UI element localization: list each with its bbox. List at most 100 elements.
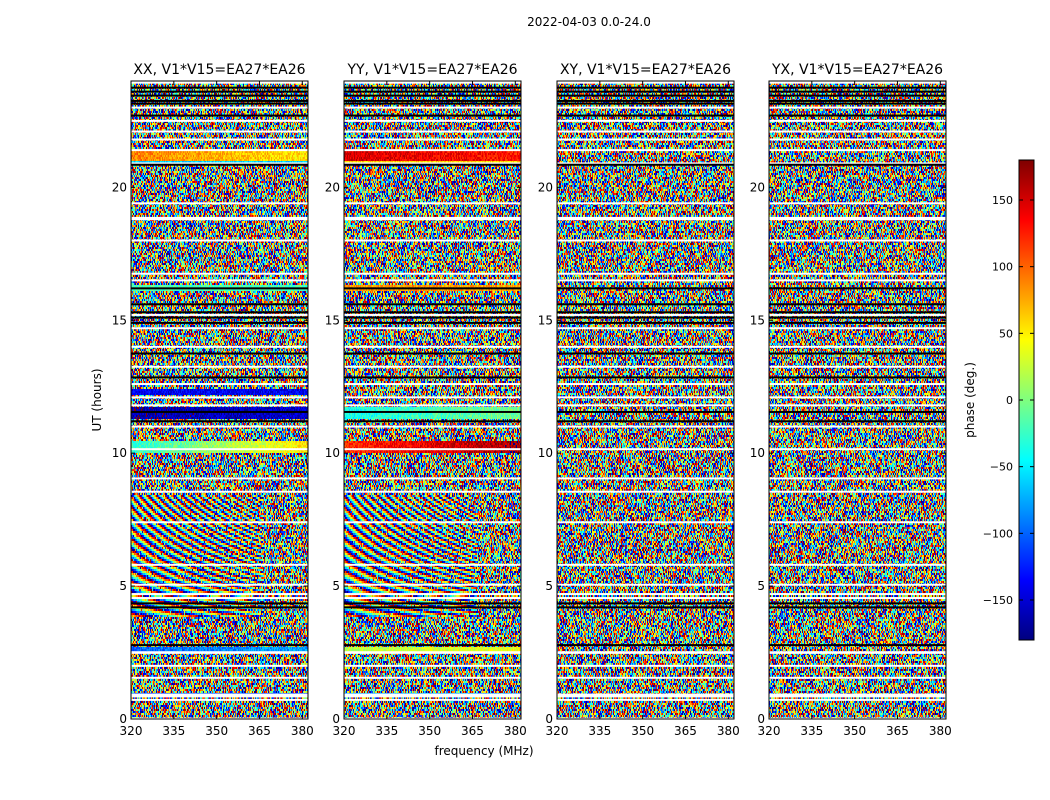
x-tick-label: 350 xyxy=(418,724,441,738)
flag-row-white xyxy=(557,239,734,242)
flagged-gap xyxy=(557,717,734,719)
flag-row-black xyxy=(131,420,308,423)
flag-row-black xyxy=(557,311,734,314)
flagged-gap xyxy=(769,717,946,719)
flag-row-white xyxy=(557,149,734,152)
flag-row-white xyxy=(344,327,521,330)
flag-row-white xyxy=(769,279,946,282)
flag-row-white xyxy=(131,218,308,221)
flag-row-white xyxy=(344,383,521,386)
flag-row-black xyxy=(769,90,946,93)
figure-suptitle: 2022-04-03 0.0-24.0 xyxy=(527,15,651,29)
flag-row-white xyxy=(557,404,734,407)
flag-row-white xyxy=(557,583,734,586)
flag-row-white xyxy=(557,448,734,451)
flag-row-white xyxy=(769,490,946,493)
flag-row-white xyxy=(344,239,521,242)
flag-row-black xyxy=(769,86,946,89)
panel-title: YX, V1*V15=EA27*EA26 xyxy=(771,62,943,78)
flag-row-black xyxy=(769,602,946,605)
flag-row-black xyxy=(344,602,521,605)
flag-row-black xyxy=(557,352,734,355)
flag-row-black xyxy=(769,311,946,314)
flag-row-black xyxy=(557,644,734,647)
flag-row-black xyxy=(344,321,521,324)
y-tick-label: 10 xyxy=(750,446,765,460)
flag-row-white xyxy=(131,563,308,566)
flag-row-white xyxy=(769,162,946,165)
x-tick-label: 320 xyxy=(120,724,143,738)
flag-row-black xyxy=(131,114,308,117)
flag-row-white xyxy=(769,693,946,696)
flag-row-white xyxy=(131,521,308,524)
flag-row-black xyxy=(131,644,308,647)
flag-row-white xyxy=(557,396,734,399)
flag-row-white xyxy=(769,345,946,348)
y-tick-label: 10 xyxy=(538,446,553,460)
flag-row-white xyxy=(344,477,521,480)
x-tick-label: 350 xyxy=(631,724,654,738)
flagged-gap xyxy=(557,651,734,654)
flag-row-black xyxy=(769,114,946,117)
flag-row-black xyxy=(769,644,946,647)
flag-row-white xyxy=(769,593,946,596)
y-tick-label: 15 xyxy=(750,313,765,327)
panel-frame xyxy=(343,80,522,720)
flag-row-white xyxy=(557,279,734,282)
flag-row-white xyxy=(769,563,946,566)
flag-row-black xyxy=(131,316,308,319)
y-tick-label: 20 xyxy=(325,180,340,194)
flag-row-black xyxy=(131,99,308,102)
flag-row-white xyxy=(344,138,521,141)
flag-row-black xyxy=(557,114,734,117)
flag-row-white xyxy=(769,106,946,109)
flag-row-white xyxy=(557,162,734,165)
y-tick-label: 15 xyxy=(538,313,553,327)
flag-row-white xyxy=(769,365,946,368)
flag-row-white xyxy=(557,425,734,428)
flag-row-black xyxy=(131,376,308,379)
x-axis-label: frequency (MHz) xyxy=(434,744,533,758)
flagged-gap xyxy=(131,651,308,654)
y-tick-label: 5 xyxy=(119,579,127,593)
x-tick-label: 380 xyxy=(929,724,952,738)
flag-row-white xyxy=(344,521,521,524)
flag-row-white xyxy=(344,313,521,316)
flag-row-white xyxy=(344,425,521,428)
flag-row-white xyxy=(557,695,734,698)
panel-title: XY, V1*V15=EA27*EA26 xyxy=(560,62,731,78)
flag-row-white xyxy=(131,239,308,242)
flag-row-white xyxy=(344,693,521,696)
flag-row-white xyxy=(344,272,521,275)
flag-row-black xyxy=(344,606,521,609)
flag-row-white xyxy=(344,130,521,133)
flag-row-black xyxy=(131,303,308,306)
flag-row-black xyxy=(344,303,521,306)
flag-row-white xyxy=(769,216,946,219)
flag-row-black xyxy=(344,311,521,314)
colorbar-tick-label: 100 xyxy=(992,261,1013,274)
flag-row-black xyxy=(344,114,521,117)
flag-row-white xyxy=(344,695,521,698)
flag-row-black xyxy=(557,86,734,89)
x-tick-label: 320 xyxy=(758,724,781,738)
flag-row-black xyxy=(131,163,308,166)
x-tick-label: 365 xyxy=(674,724,697,738)
heatmap-raster xyxy=(344,81,521,719)
flag-row-white xyxy=(557,664,734,667)
heatmap-panels: XX, V1*V15=EA27*EA26 320 335 350 365 380 0 5 10 1… xyxy=(112,62,952,738)
flag-row-white xyxy=(344,279,521,282)
x-tick-label: 380 xyxy=(291,724,314,738)
flag-row-black xyxy=(131,410,308,413)
flag-row-black xyxy=(769,376,946,379)
flag-row-white xyxy=(131,313,308,316)
flag-row-white xyxy=(769,272,946,275)
flag-row-white xyxy=(769,583,946,586)
flagged-gap xyxy=(344,81,521,84)
colorbar: 150 100 50 0 −50 −100 −150 xyxy=(983,159,1035,641)
flag-row-black xyxy=(131,90,308,93)
flag-row-white xyxy=(557,327,734,330)
flag-row-black xyxy=(344,410,521,413)
flag-row-black xyxy=(769,352,946,355)
x-tick-label: 335 xyxy=(162,724,185,738)
